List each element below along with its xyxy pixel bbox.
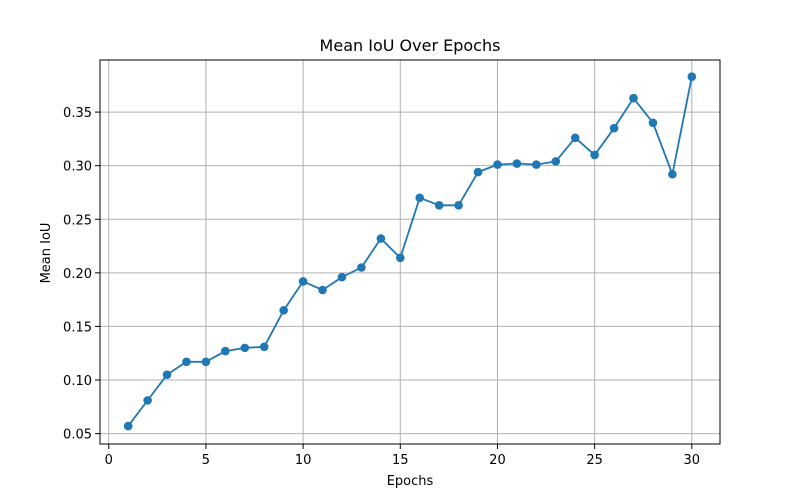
y-tick-label: 0.05 (63, 428, 92, 443)
data-point (376, 234, 386, 243)
data-point (434, 201, 444, 210)
x-tick-label: 20 (489, 453, 506, 468)
data-point (493, 160, 502, 169)
data-point (532, 160, 541, 169)
ticks: 0 5 10 15 20 25 30 0.05 0.10 0.15 0.20 0.25 0.30 0.35 (63, 106, 700, 468)
data-point (240, 343, 250, 353)
x-tick-label: 15 (392, 453, 409, 468)
data-point (570, 133, 580, 143)
data-point (201, 357, 211, 367)
x-tick-label: 30 (684, 453, 701, 468)
y-tick-label: 0.35 (63, 106, 92, 121)
data-point (687, 72, 697, 82)
x-tick-label: 10 (295, 453, 312, 468)
y-tick-label: 0.30 (63, 160, 92, 175)
data-point (395, 253, 405, 263)
data-point (143, 396, 152, 405)
y-tick-label: 0.10 (63, 374, 92, 389)
y-tick-label: 0.25 (63, 213, 92, 228)
x-tick-label: 25 (586, 453, 603, 468)
data-point (590, 150, 599, 160)
data-point (337, 272, 347, 282)
series-line (127, 76, 693, 427)
data-point (221, 346, 230, 356)
data-point (415, 193, 425, 203)
series-layer (123, 72, 697, 431)
data-point (473, 167, 483, 177)
axes (99, 59, 721, 445)
data-point (123, 421, 133, 431)
data-point (357, 263, 366, 272)
y-tick-label: 0.15 (63, 320, 92, 335)
grid (100, 60, 720, 444)
y-tick-label: 0.20 (63, 267, 92, 282)
data-point (668, 169, 677, 179)
data-point (629, 93, 638, 103)
data-point (648, 118, 658, 128)
data-point (182, 357, 191, 367)
plot-frame (99, 59, 721, 445)
data-point (162, 370, 172, 379)
x-tick-label: 5 (202, 453, 210, 468)
data-point (259, 342, 269, 352)
data-point (551, 157, 561, 166)
data-point (298, 277, 308, 286)
data-point (512, 159, 522, 168)
x-axis-label: Epochs (387, 474, 434, 489)
chart-title: Mean IoU Over Epochs (320, 36, 501, 55)
data-point (279, 306, 288, 315)
x-tick-label: 0 (105, 453, 113, 468)
y-axis-label: Mean IoU (39, 223, 54, 284)
data-point (318, 285, 327, 295)
data-point (454, 201, 463, 210)
data-point (609, 123, 619, 133)
